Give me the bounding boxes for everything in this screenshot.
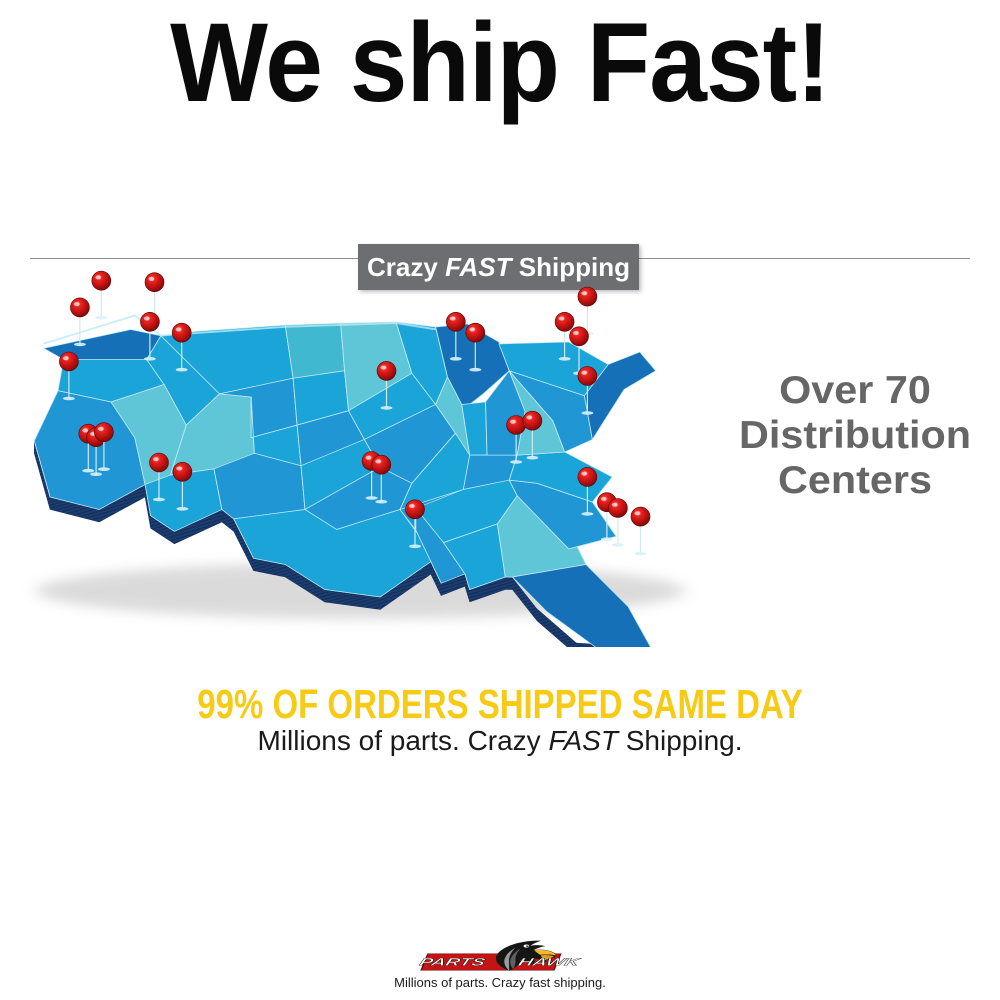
svg-text:HAWK: HAWK xyxy=(517,956,583,968)
svg-text:PARTS: PARTS xyxy=(418,956,487,968)
